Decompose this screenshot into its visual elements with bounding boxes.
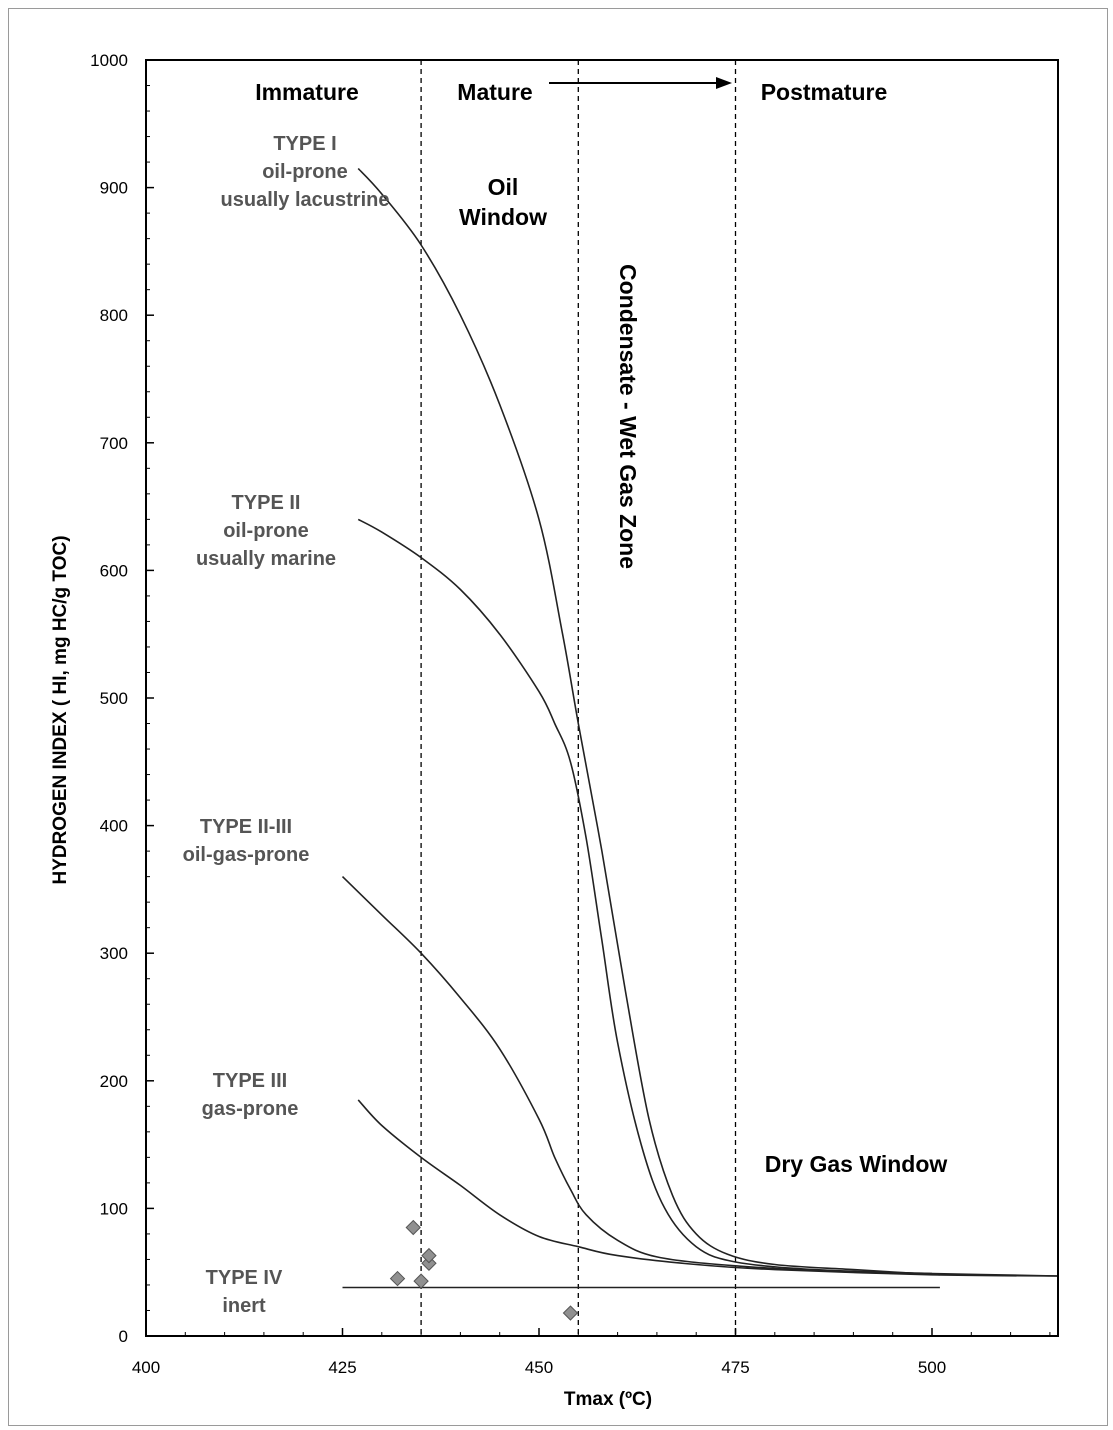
- x-tick-label: 450: [525, 1358, 553, 1377]
- sample-point: [405, 1219, 421, 1236]
- sample-points: [389, 1219, 579, 1321]
- maturity-arrowhead: [716, 77, 732, 89]
- y-tick-label: 300: [100, 944, 128, 963]
- y-tick-label: 400: [100, 817, 128, 836]
- y-tick-label: 200: [100, 1072, 128, 1091]
- zone-immature: Immature: [255, 79, 359, 105]
- x-axis-title: Tmax (ºC): [564, 1389, 652, 1410]
- type-iii-label-line2: gas-prone: [202, 1098, 299, 1120]
- sample-point: [562, 1305, 579, 1321]
- y-tick-label: 1000: [90, 51, 128, 70]
- zone-condensate-wet-gas: Condensate - Wet Gas Zone: [615, 264, 641, 569]
- sample-point: [421, 1247, 437, 1264]
- maturity-boundaries: [420, 60, 737, 1336]
- type-i-label-line2: oil-prone: [262, 161, 348, 183]
- sample-point: [389, 1270, 406, 1287]
- y-axis-title: HYDROGEN INDEX ( HI, mg HC/g TOC): [50, 535, 71, 884]
- x-tick-label: 475: [721, 1358, 749, 1377]
- y-tick-label: 0: [119, 1327, 128, 1346]
- chart-frame: [8, 8, 1108, 1426]
- x-tick-label: 400: [132, 1358, 160, 1377]
- zone-oil-window-line1: Oil: [488, 174, 519, 200]
- x-tick-label: 500: [918, 1358, 946, 1377]
- y-tick-label: 700: [100, 434, 128, 453]
- kerogen-curve-4: [357, 1099, 1058, 1277]
- y-tick-label: 100: [100, 1199, 128, 1218]
- type-ii-iii-label-line1: TYPE II-III: [200, 816, 292, 838]
- y-tick-label: 500: [100, 689, 128, 708]
- type-i-label-line3: usually lacustrine: [221, 189, 390, 211]
- type-ii-label-line2: oil-prone: [223, 520, 309, 542]
- type-iv-label-line1: TYPE IV: [206, 1267, 283, 1289]
- y-tick-label: 900: [100, 179, 128, 198]
- zone-mature: Mature: [457, 79, 532, 105]
- type-iv-label-line2: inert: [222, 1295, 266, 1317]
- type-ii-iii-label-line2: oil-gas-prone: [183, 844, 310, 866]
- zone-dry-gas-window: Dry Gas Window: [765, 1151, 948, 1177]
- kerogen-curve-3: [341, 876, 933, 1275]
- type-ii-label-line3: usually marine: [196, 548, 336, 570]
- y-tick-label: 600: [100, 561, 128, 580]
- kerogen-curve-2: [357, 518, 1058, 1277]
- zone-postmature: Postmature: [761, 79, 888, 105]
- kerogen-curves: [341, 167, 1058, 1289]
- plot-area-border: [145, 59, 1059, 1337]
- axis-ticks: 0 100 200 300 400 500 600 700 800 900 1000 400 425 45…: [90, 51, 1051, 1377]
- sample-point: [413, 1273, 429, 1289]
- zone-oil-window-line2: Window: [459, 204, 547, 230]
- type-iii-label-line1: TYPE III: [213, 1070, 287, 1092]
- y-tick-label: 800: [100, 306, 128, 325]
- kerogen-curve-1: [357, 167, 940, 1276]
- type-ii-label-line1: TYPE II: [232, 492, 301, 514]
- x-tick-label: 425: [328, 1358, 356, 1377]
- type-i-label-line1: TYPE I: [273, 133, 336, 155]
